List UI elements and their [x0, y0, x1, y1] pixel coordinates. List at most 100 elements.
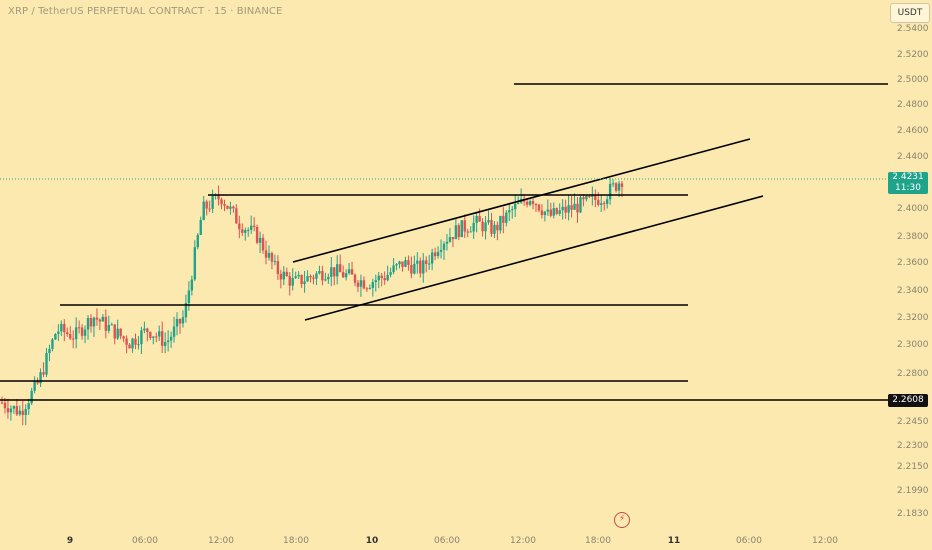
price-axis-label: 2.2300: [897, 441, 929, 451]
candle-body: [110, 324, 113, 326]
candle-body: [131, 338, 134, 349]
candle-body: [0, 402, 4, 404]
price-axis-label: 2.5200: [897, 50, 929, 60]
drawing-line[interactable]: [304, 195, 764, 321]
candle-body: [83, 329, 87, 336]
price-axis-label: 2.4800: [897, 100, 929, 110]
candle-body: [244, 230, 247, 233]
candle-body: [39, 372, 42, 384]
candle-body: [255, 226, 259, 243]
candle-body: [187, 290, 191, 303]
candle-body: [51, 339, 54, 349]
candle-body: [537, 204, 541, 211]
candle-body: [21, 410, 24, 416]
candle-body: [285, 271, 288, 277]
candle-body: [552, 208, 555, 216]
candle-body: [217, 194, 220, 200]
candle-body: [196, 234, 199, 248]
candle-body: [101, 316, 105, 322]
candle-body: [178, 318, 182, 324]
candle-body: [472, 222, 475, 232]
time-axis-label: 12:00: [812, 536, 838, 546]
candle-body: [466, 231, 469, 233]
tradingview-logo-icon[interactable]: ⚡: [614, 512, 630, 528]
price-axis-label: 2.5000: [897, 75, 929, 85]
candle-body: [113, 324, 116, 339]
candle-body: [410, 264, 413, 274]
candle-body: [439, 249, 443, 252]
currency-button[interactable]: USDT: [890, 3, 930, 23]
candle-body: [137, 344, 140, 346]
candle-body: [57, 331, 60, 335]
candle-body: [66, 332, 69, 335]
candle-body: [12, 406, 16, 409]
symbol-title: XRP / TetherUS PERPETUAL CONTRACT · 15 ·…: [8, 6, 283, 17]
time-axis[interactable]: 9 06:00 12:00 18:00 10 06:00 12:00 18:00 11 06:00…: [67, 536, 838, 546]
candle-body: [60, 323, 63, 332]
time-axis-label: 12:00: [208, 536, 234, 546]
candle-body: [359, 280, 363, 287]
time-axis-label: 18:00: [283, 536, 309, 546]
current-price-tag: 2.4231 11:30: [888, 172, 928, 194]
candle-body: [457, 225, 461, 238]
candle-body: [92, 317, 96, 327]
candle-body: [249, 225, 253, 230]
candle-body: [564, 206, 567, 213]
candle-body: [407, 260, 410, 265]
candle-body: [594, 195, 597, 200]
drawing-line[interactable]: [292, 138, 751, 263]
candle-body: [184, 302, 188, 318]
candle-body: [356, 282, 360, 287]
candle-body: [163, 342, 167, 346]
candle-body: [324, 279, 327, 281]
candle-body: [267, 253, 271, 258]
candle-body: [273, 261, 277, 263]
candle-body: [528, 201, 532, 205]
candle-body: [291, 278, 294, 286]
candle-body: [475, 216, 478, 223]
price-axis-label: 2.1990: [897, 486, 929, 496]
candle-body: [24, 409, 27, 416]
candle-body: [229, 206, 232, 209]
candle-body: [350, 269, 354, 275]
candle-body: [104, 316, 108, 331]
candle-body: [282, 271, 286, 280]
candle-body: [146, 328, 149, 333]
candle-body: [74, 327, 78, 340]
candle-body: [493, 224, 496, 234]
candle-body: [398, 261, 401, 265]
candle-body: [365, 288, 369, 290]
candle-body: [155, 336, 158, 338]
candle-body: [445, 241, 449, 244]
candle-body: [487, 220, 490, 223]
candle-body: [362, 280, 366, 289]
candle-body: [585, 196, 588, 200]
candle-body: [502, 215, 505, 223]
candle-body: [579, 197, 582, 213]
price-axis[interactable]: 2.5400 2.5200 2.5000 2.4800 2.4600 2.4400 2.40…: [897, 24, 929, 519]
candle-body: [297, 274, 300, 277]
candle-body: [77, 327, 81, 329]
candle-body: [235, 208, 238, 224]
price-axis-label: 2.1830: [897, 509, 929, 519]
candle-body: [264, 250, 268, 258]
candle-body: [169, 336, 173, 341]
candle-body: [193, 247, 197, 280]
candle-body: [69, 334, 72, 339]
price-axis-label: 2.3400: [897, 286, 929, 296]
candle-body: [202, 201, 205, 220]
candle-body: [149, 332, 152, 338]
candle-body: [205, 201, 208, 209]
candle-body: [36, 381, 39, 384]
candle-body: [341, 272, 345, 278]
trendline-drawings[interactable]: [0, 83, 888, 401]
candle-body: [9, 408, 13, 413]
candle-body: [321, 270, 324, 281]
candle-body: [463, 220, 466, 232]
candle-body: [413, 263, 416, 274]
candle-body: [597, 199, 600, 205]
candle-body: [543, 211, 547, 216]
candle-body: [617, 183, 621, 191]
candle-body: [516, 202, 520, 204]
